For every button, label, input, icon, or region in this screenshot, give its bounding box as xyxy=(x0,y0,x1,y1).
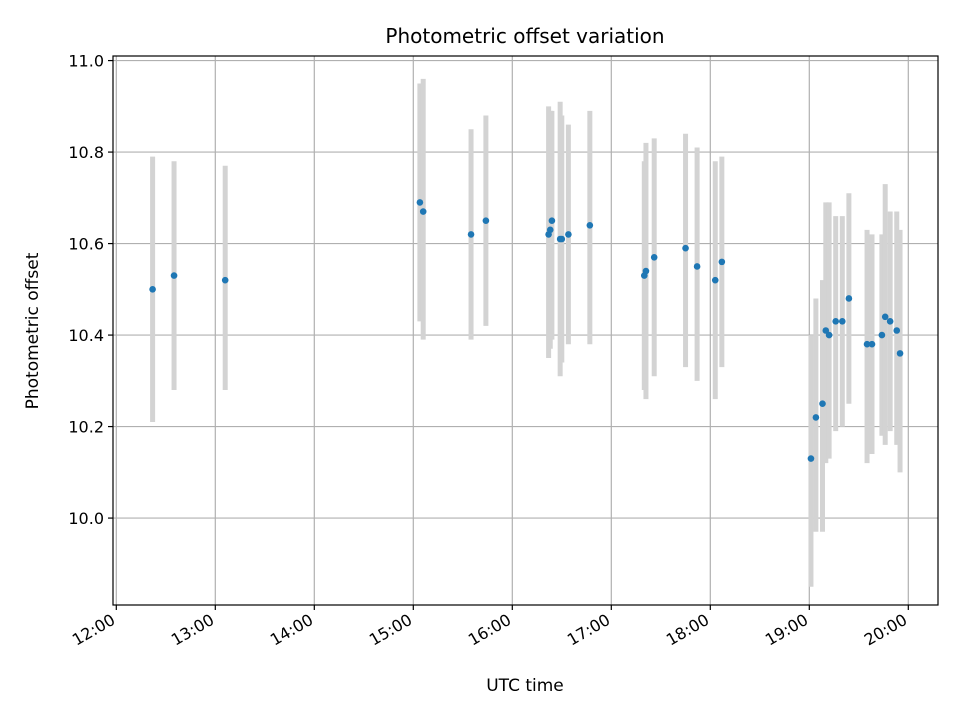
plot-frame xyxy=(112,55,939,606)
y-axis-ticks: 10.0 10.2 10.4 10.6 10.8 11.0 xyxy=(68,52,113,528)
plot-area-background xyxy=(113,56,938,605)
data-point xyxy=(868,340,876,348)
data-point xyxy=(807,455,815,462)
chart-title: Photometric offset variation xyxy=(385,24,664,48)
data-point xyxy=(718,258,726,266)
data-point xyxy=(546,226,554,234)
data-point xyxy=(416,199,424,206)
data-point xyxy=(642,267,650,275)
data-point xyxy=(170,272,178,279)
data-point xyxy=(467,231,475,238)
data-point xyxy=(878,331,886,339)
y-tick-label: 10.8 xyxy=(68,143,104,162)
data-point xyxy=(419,208,427,215)
y-tick-label: 10.0 xyxy=(68,509,104,528)
data-points xyxy=(149,199,904,462)
data-point xyxy=(839,318,846,325)
y-tick-label: 11.0 xyxy=(68,52,104,71)
y-axis-label: Photometric offset xyxy=(23,252,43,409)
data-point xyxy=(586,221,594,229)
x-axis-label: UTC time xyxy=(486,676,564,696)
data-point xyxy=(221,276,229,284)
data-point xyxy=(832,318,839,325)
data-point xyxy=(812,414,820,421)
data-point xyxy=(682,244,689,252)
data-point xyxy=(149,286,156,293)
data-point xyxy=(693,263,701,270)
data-point xyxy=(711,276,719,284)
data-point xyxy=(565,231,572,238)
data-point xyxy=(819,400,826,408)
data-point xyxy=(893,327,901,334)
data-point xyxy=(896,350,904,357)
data-point xyxy=(482,217,490,224)
y-tick-label: 10.4 xyxy=(68,326,104,345)
data-point xyxy=(548,217,556,224)
y-tick-label: 10.2 xyxy=(68,418,104,437)
data-point xyxy=(845,295,853,302)
data-point xyxy=(558,235,566,243)
y-tick-label: 10.6 xyxy=(68,235,104,254)
data-point xyxy=(650,253,658,261)
data-point xyxy=(863,340,871,348)
data-point xyxy=(886,318,894,325)
data-point xyxy=(825,331,833,339)
data-point xyxy=(822,327,830,334)
data-point xyxy=(881,313,889,321)
